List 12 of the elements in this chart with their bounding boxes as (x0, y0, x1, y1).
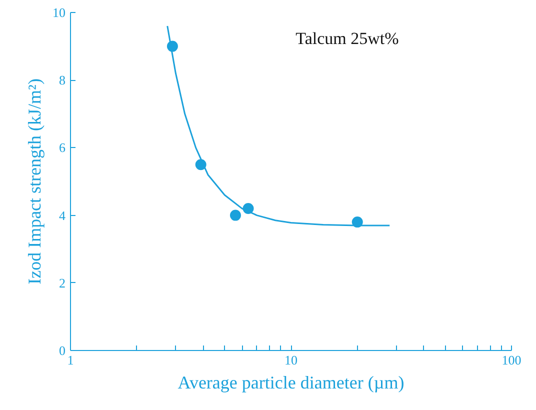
y-axis-title: Izod Impact strength (kJ/m²) (24, 78, 44, 284)
x-tick-label: 10 (284, 352, 298, 368)
y-tick-label: 8 (59, 72, 66, 88)
y-tick-label: 4 (59, 208, 66, 223)
y-tick-label: 0 (59, 343, 66, 358)
x-tick-label: 100 (502, 352, 522, 368)
y-tick-label: 6 (59, 140, 66, 156)
y-tick-label: 2 (59, 275, 66, 290)
x-axis-title: Average particle diameter (µm) (178, 372, 404, 392)
x-tick-label: 1 (67, 352, 74, 368)
y-tick-label: 10 (52, 5, 66, 20)
annotation: Talcum 25wt% (296, 28, 399, 48)
